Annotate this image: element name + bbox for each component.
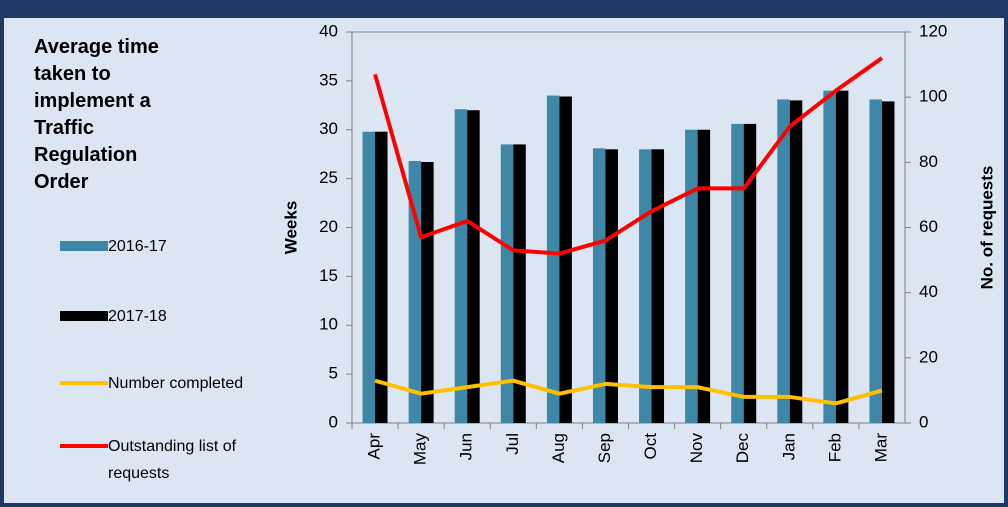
y2-axis-label: No. of requests — [977, 166, 996, 290]
x-tick-label: May — [411, 433, 430, 466]
x-tick-label: Dec — [733, 433, 752, 464]
legend-label: 2016-17 — [108, 238, 167, 255]
y2-tick-label: 80 — [919, 152, 938, 171]
legend-item: Number completed — [60, 372, 298, 397]
y2-tick-label: 120 — [919, 21, 947, 40]
x-tick-label: Sep — [595, 433, 614, 463]
x-tick-label: Jun — [457, 433, 476, 460]
bar — [362, 131, 376, 423]
x-tick-label: Oct — [641, 433, 660, 460]
line-series — [374, 378, 883, 406]
y-tick-label: 0 — [329, 412, 338, 431]
y-tick-label: 5 — [329, 364, 338, 383]
y-axis-label: Weeks — [281, 201, 300, 255]
bar — [685, 129, 698, 423]
y2-tick-label: 20 — [919, 347, 938, 366]
y2-tick-label: 100 — [919, 87, 947, 106]
bar — [421, 162, 434, 423]
bar — [454, 109, 468, 423]
bar — [651, 149, 665, 424]
bar — [467, 110, 480, 423]
y-tick-label: 35 — [319, 70, 338, 89]
bar — [743, 123, 757, 423]
y-tick-label: 20 — [319, 217, 338, 236]
y-tick-label: 30 — [319, 119, 338, 138]
legend-label: Number completed — [108, 375, 244, 392]
bar — [777, 99, 790, 423]
y-tick-label: 25 — [319, 168, 338, 187]
legend-swatch — [60, 444, 108, 448]
bar — [835, 90, 849, 424]
x-tick-label: Apr — [365, 433, 384, 460]
bar — [605, 149, 618, 424]
bar — [592, 148, 606, 423]
bar — [823, 90, 836, 424]
bar — [881, 101, 895, 423]
bar — [500, 144, 514, 423]
legend-swatch — [60, 241, 108, 251]
y-tick-label: 15 — [319, 266, 338, 285]
legend-item: 2017-18 — [60, 305, 298, 330]
chart-title: Average time taken to implement a Traffi… — [34, 36, 159, 193]
x-tick-label: Mar — [871, 433, 890, 463]
x-tick-label: Jan — [779, 433, 798, 460]
legend-swatch — [60, 381, 108, 385]
bar — [789, 100, 803, 424]
bar — [639, 149, 652, 424]
bar — [869, 99, 882, 423]
y-tick-label: 10 — [319, 315, 338, 334]
legend-label: 2017-18 — [108, 308, 167, 325]
bar — [731, 123, 744, 423]
bar — [697, 129, 711, 423]
y2-tick-label: 60 — [919, 217, 938, 236]
bar — [375, 131, 388, 423]
x-tick-label: Nov — [687, 433, 706, 464]
legend-swatch — [60, 311, 108, 321]
x-tick-label: Feb — [825, 433, 844, 462]
legend-item: 2016-17 — [60, 235, 298, 260]
x-tick-label: Jul — [503, 433, 522, 455]
x-tick-label: Aug — [549, 433, 568, 463]
line-series — [373, 56, 884, 256]
legend-item: Outstanding list of requests — [60, 435, 298, 487]
y2-tick-label: 40 — [919, 282, 938, 301]
bar — [546, 95, 560, 423]
bar — [559, 96, 572, 423]
y2-tick-label: 0 — [919, 412, 928, 431]
y-tick-label: 40 — [319, 21, 338, 40]
legend-label: Outstanding list of requests — [108, 438, 237, 482]
bar — [513, 144, 526, 423]
